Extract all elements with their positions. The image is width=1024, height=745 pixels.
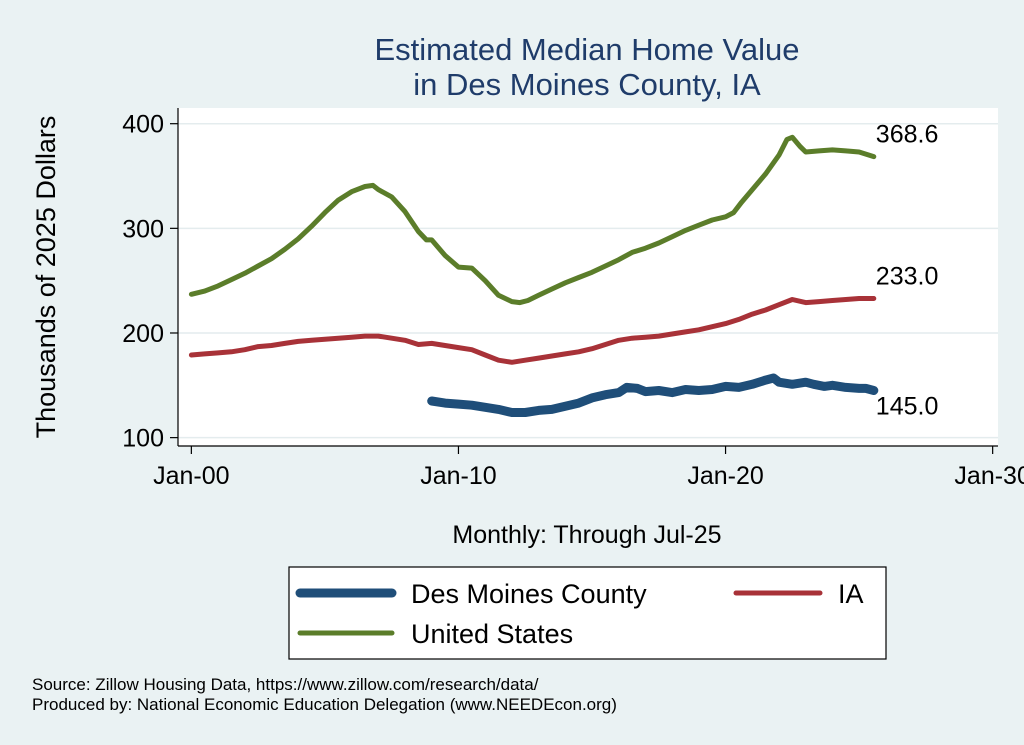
chart-title-line-1: Estimated Median Home Value (374, 32, 799, 67)
legend-box (288, 566, 887, 660)
x-tick-label: Jan-00 (153, 462, 229, 490)
end-label-des-moines-county: 145.0 (876, 393, 939, 421)
legend-label-des-moines-county: Des Moines County (411, 579, 647, 609)
end-labels: 145.0 233.0 368.6 (876, 121, 939, 421)
y-tick-label: 200 (122, 320, 164, 348)
x-axis-label: Monthly: Through Jul-25 (452, 521, 721, 549)
source-note: Source: Zillow Housing Data, https://www… (32, 675, 539, 694)
series-lines (188, 134, 879, 417)
y-axis-ticks: 100 200 300 400 (122, 111, 178, 453)
gridlines (178, 122, 998, 439)
x-tick-label: Jan-30 (954, 462, 1024, 490)
end-label-united-states: 368.6 (876, 121, 939, 149)
end-label-ia: 233.0 (876, 262, 939, 290)
producer-note: Produced by: National Economic Education… (32, 695, 617, 714)
legend-label-united-states: United States (411, 619, 573, 649)
y-tick-label: 300 (122, 215, 164, 243)
legend-label-ia: IA (838, 579, 864, 609)
x-axis-ticks: Jan-00 Jan-10 Jan-20 Jan-30 (153, 446, 1024, 490)
x-tick-label: Jan-10 (420, 462, 496, 490)
series-line-ia (188, 296, 877, 365)
series-line-des-moines-county (427, 373, 879, 417)
legend: Des Moines County IA United States (288, 566, 887, 660)
x-tick-label: Jan-20 (687, 462, 763, 490)
y-axis-label: Thousands of 2025 Dollars (31, 116, 61, 439)
y-tick-label: 100 (122, 425, 164, 453)
chart-title-line-2: in Des Moines County, IA (413, 67, 761, 102)
series-line-united-states (188, 134, 877, 306)
y-tick-label: 400 (122, 111, 164, 139)
